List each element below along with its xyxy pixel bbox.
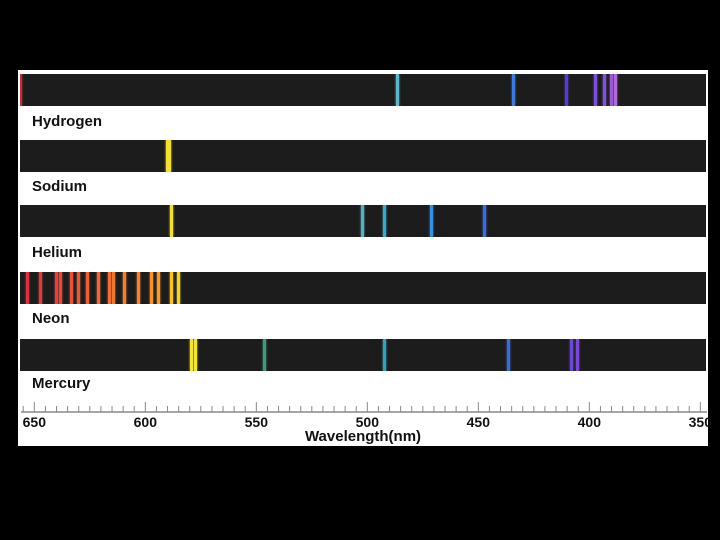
spectra-chart-panel: Hydrogen Sodium Helium Neon Mercury 650 600 55…: [18, 70, 712, 446]
element-label-neon: Neon: [32, 310, 70, 327]
spectrum-strip-neon: [20, 272, 706, 304]
spectral-line: [76, 272, 80, 304]
spectral-line: [383, 339, 387, 371]
spectral-line: [576, 339, 580, 371]
spectral-line: [70, 272, 74, 304]
spectral-line: [107, 272, 111, 304]
spectral-line: [511, 74, 515, 106]
spectral-line: [54, 272, 58, 304]
spectral-line: [167, 140, 171, 172]
spectral-line: [169, 272, 173, 304]
spectral-line: [602, 74, 606, 106]
spectrum-strip-sodium: [20, 140, 706, 172]
x-tick-label: 350: [688, 414, 713, 430]
spectral-line: [169, 205, 173, 237]
spectrum-strip-hydrogen: [20, 74, 706, 106]
element-label-helium: Helium: [32, 244, 83, 261]
spectral-line: [112, 272, 116, 304]
spectral-line: [123, 272, 127, 304]
x-tick-label: 400: [577, 414, 602, 430]
x-tick-label: 450: [466, 414, 491, 430]
spectral-line: [149, 272, 153, 304]
spectral-line: [156, 272, 160, 304]
spectral-line: [38, 272, 42, 304]
spectral-line: [360, 205, 364, 237]
x-tick-label: 650: [22, 414, 46, 430]
spectral-line: [189, 339, 193, 371]
spectral-line: [396, 74, 400, 106]
spectral-line: [58, 272, 62, 304]
element-label-hydrogen: Hydrogen: [32, 113, 103, 130]
spectral-line: [429, 205, 433, 237]
spectral-line: [194, 339, 198, 371]
spectral-line: [136, 272, 140, 304]
x-tick-label: 550: [244, 414, 268, 430]
x-tick-label: 500: [355, 414, 380, 430]
x-tick-label: 600: [133, 414, 157, 430]
spectral-line: [20, 74, 22, 106]
spectral-line: [565, 74, 569, 106]
spectral-line: [593, 74, 597, 106]
spectral-line: [613, 74, 617, 106]
spectral-line: [85, 272, 89, 304]
spectrum-strip-mercury: [20, 339, 706, 371]
x-axis: 650 600 550 500 450 400 350: [21, 400, 712, 446]
spectral-line: [176, 272, 180, 304]
x-axis-label: Wavelength(nm): [304, 428, 422, 445]
spectral-line: [96, 272, 100, 304]
spectral-line: [609, 74, 613, 106]
spectral-line: [569, 339, 573, 371]
x-axis-line: [21, 402, 707, 413]
element-label-mercury: Mercury: [32, 375, 91, 392]
spectral-line: [25, 272, 29, 304]
spectral-line: [383, 205, 387, 237]
spectral-line: [482, 205, 486, 237]
spectrum-strip-helium: [20, 205, 706, 237]
spectral-line: [263, 339, 267, 371]
spectral-line: [507, 339, 511, 371]
element-label-sodium: Sodium: [32, 178, 87, 195]
